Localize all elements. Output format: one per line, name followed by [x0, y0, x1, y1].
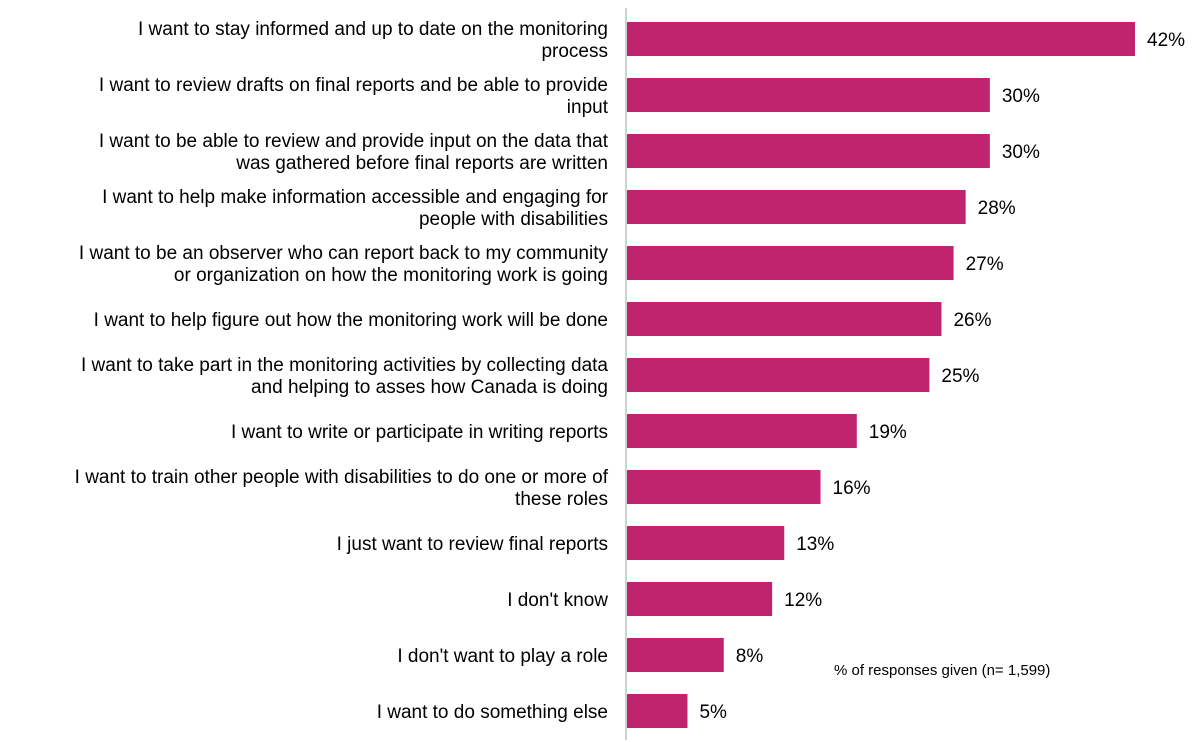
- bar: [627, 526, 785, 560]
- data-label: 28%: [978, 198, 1016, 219]
- data-label: 27%: [966, 254, 1004, 275]
- bar: [627, 302, 942, 336]
- category-label: I want to help figure out how the monito…: [94, 310, 608, 331]
- data-label: 42%: [1147, 30, 1185, 51]
- category-label: I don't know: [507, 590, 608, 611]
- bar: [627, 190, 966, 224]
- data-label: 19%: [869, 422, 907, 443]
- bar: [627, 78, 990, 112]
- data-label: 5%: [699, 702, 727, 723]
- category-label: I don't want to play a role: [397, 646, 608, 667]
- data-label: 12%: [784, 590, 822, 611]
- bar: [627, 22, 1135, 56]
- data-label: 8%: [736, 646, 764, 667]
- bar: [627, 694, 688, 728]
- category-label: I want to train other people with disabi…: [75, 467, 609, 510]
- category-label: I want to take part in the monitoring ac…: [81, 355, 608, 398]
- category-label: I want to do something else: [377, 702, 608, 723]
- category-label: I want to write or participate in writin…: [231, 422, 608, 443]
- category-label: I want to stay informed and up to date o…: [138, 19, 608, 62]
- bar: [627, 470, 821, 504]
- bar: [627, 638, 724, 672]
- bar: [627, 414, 857, 448]
- category-label: I want to be able to review and provide …: [99, 131, 609, 174]
- data-label: 26%: [953, 310, 991, 331]
- bar: [627, 134, 990, 168]
- category-label: I want to review drafts on final reports…: [99, 75, 609, 118]
- data-label: 30%: [1002, 142, 1040, 163]
- bar: [627, 358, 930, 392]
- category-label: I want to be an observer who can report …: [79, 243, 609, 286]
- category-label: I just want to review final reports: [337, 534, 608, 555]
- chart-annotation: % of responses given (n= 1,599): [834, 662, 1051, 679]
- bar: [627, 582, 773, 616]
- bar: [627, 246, 954, 280]
- data-label: 16%: [833, 478, 871, 499]
- category-label: I want to help make information accessib…: [102, 187, 609, 230]
- data-label: 30%: [1002, 86, 1040, 107]
- data-label: 13%: [796, 534, 834, 555]
- data-label: 25%: [941, 366, 979, 387]
